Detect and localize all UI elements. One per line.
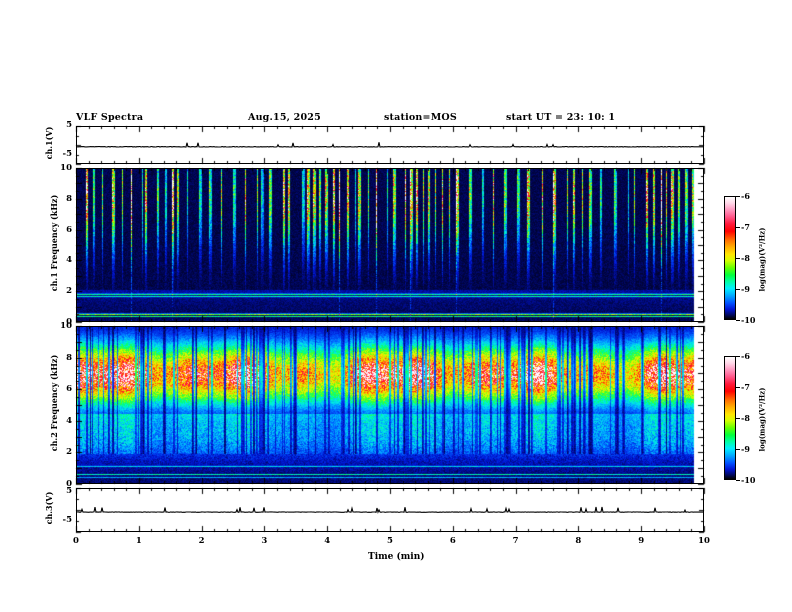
colorbar-1-tickmark--8 — [736, 258, 740, 259]
colorbar-1-label--10: -10 — [741, 315, 756, 325]
colorbar-2-label--10: -10 — [741, 475, 756, 485]
colorbar-1-tickmark--10 — [736, 320, 740, 321]
figure-start-ut: start UT = 23: 10: 1 — [506, 112, 616, 123]
figure-title-row: VLF Spectra Aug.15, 2025 station=MOS sta… — [76, 112, 704, 126]
colorbar-2-tickmark--6 — [736, 356, 740, 357]
ch1-voltage-trace — [77, 142, 703, 148]
time-tick-8: 8 — [575, 536, 582, 546]
colorbar-ch2-title: log(mag)(V²/Hz) — [757, 387, 767, 452]
time-tick-10: 10 — [698, 536, 710, 546]
colorbar-2-label--9: -9 — [741, 444, 750, 454]
figure-title: VLF Spectra — [76, 112, 144, 123]
ch2-freq-tick-0: 0 — [66, 479, 72, 489]
time-axis-label: Time (min) — [368, 552, 425, 562]
colorbar-ch1 — [724, 196, 736, 320]
ch1-freq-tick-4: 4 — [66, 255, 72, 266]
panel-ch3-voltage-label: ch.3(V) — [44, 491, 54, 525]
colorbar-1-tickmark--6 — [736, 196, 740, 197]
ch1-volt-tick-neg: -5 — [62, 149, 72, 159]
panel-ch1-spectrogram — [76, 168, 704, 322]
time-tick-2: 2 — [198, 536, 205, 546]
time-tick-0: 0 — [73, 536, 79, 546]
time-tick-7: 7 — [512, 536, 519, 546]
ch1-freq-tick-8: 8 — [66, 193, 72, 204]
colorbar-1-label--9: -9 — [741, 284, 750, 294]
time-tick-9: 9 — [638, 536, 645, 546]
time-tick-3: 3 — [261, 536, 268, 546]
time-tick-1: 1 — [135, 536, 142, 546]
colorbar-2-label--7: -7 — [741, 382, 750, 392]
colorbar-2-tickmark--10 — [736, 480, 740, 481]
panel-ch1-voltage — [76, 126, 704, 164]
ch2-spectrogram-image — [77, 327, 703, 483]
ch1-freq-tick-6: 6 — [66, 224, 72, 235]
colorbar-2-tickmark--7 — [736, 387, 740, 388]
colorbar-1-tickmark--9 — [736, 289, 740, 290]
time-tick-4: 4 — [324, 536, 331, 546]
ch1-spectrogram-image — [77, 169, 703, 321]
time-tick-5: 5 — [387, 536, 393, 546]
colorbar-ch1-title: log(mag)(V²/Hz) — [757, 227, 767, 292]
colorbar-ch2 — [724, 356, 736, 480]
ch3-volt-tick-neg: -5 — [62, 515, 72, 525]
time-tick-6: 6 — [449, 536, 456, 546]
figure-date: Aug.15, 2025 — [248, 112, 321, 123]
ch2-freq-tick-8: 8 — [66, 352, 72, 363]
ch2-freq-tick-2: 2 — [66, 447, 72, 458]
colorbar-2-label--8: -8 — [741, 413, 750, 423]
ch1-freq-tick-2: 2 — [66, 286, 72, 297]
ch1-volt-tick-pos: 5 — [66, 120, 72, 130]
ch3-voltage-trace — [77, 506, 703, 514]
ch2-freq-tick-10: 10 — [60, 321, 72, 331]
figure-station: station=MOS — [384, 112, 457, 123]
colorbar-1-tickmark--7 — [736, 227, 740, 228]
colorbar-1-label--7: -7 — [741, 222, 750, 232]
colorbar-2-label--6: -6 — [741, 351, 750, 361]
colorbar-2-tickmark--9 — [736, 449, 740, 450]
colorbar-1-label--6: -6 — [741, 191, 750, 201]
panel-ch1-voltage-label: ch.1(V) — [44, 126, 54, 160]
ch2-freq-tick-6: 6 — [66, 384, 72, 395]
colorbar-2-tickmark--8 — [736, 418, 740, 419]
panel-ch2-spectrogram — [76, 326, 704, 484]
panel-ch3-voltage — [76, 488, 704, 532]
ch2-freq-tick-4: 4 — [66, 415, 72, 426]
colorbar-1-label--8: -8 — [741, 253, 750, 263]
ch1-freq-tick-10: 10 — [60, 163, 72, 173]
